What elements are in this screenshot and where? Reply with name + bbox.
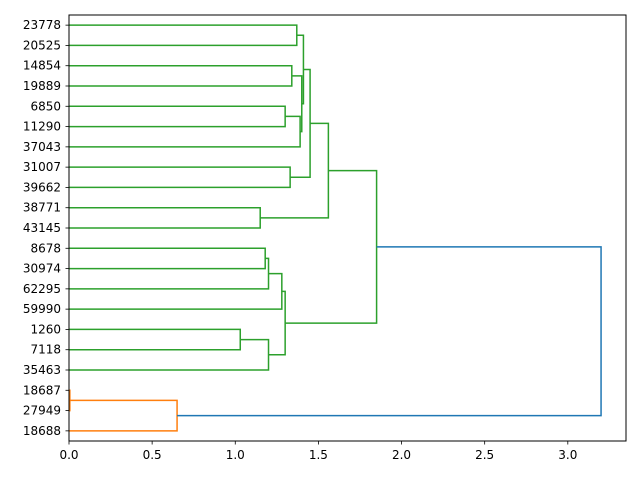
leaf-label: 62295 — [23, 282, 61, 296]
leaf-label: 23778 — [23, 18, 61, 32]
dendrogram-link — [69, 166, 291, 189]
dendrogram-link — [291, 75, 303, 133]
x-tick-label: 0.0 — [59, 448, 78, 462]
dendrogram-link — [69, 247, 266, 270]
leaf-label: 35463 — [23, 363, 61, 377]
leaf-label: 38771 — [23, 201, 61, 215]
leaf-label: 18688 — [23, 424, 61, 438]
dendrogram-link — [69, 257, 270, 290]
leaf-label: 14854 — [23, 59, 61, 73]
dendrogram-link — [285, 169, 378, 324]
leaf-label: 11290 — [23, 120, 61, 134]
x-axis: 0.0 0.5 1.0 1.5 2.0 2.5 3.0 — [59, 441, 577, 462]
leaf-label: 59990 — [23, 302, 61, 316]
leaf-label: 7118 — [30, 343, 61, 357]
dendrogram-link — [268, 290, 286, 356]
leaf-label: 30974 — [23, 262, 61, 276]
x-tick-label: 2.0 — [392, 448, 411, 462]
dendrogram-link — [69, 24, 298, 47]
x-tick-label: 3.0 — [558, 448, 577, 462]
leaf-label: 19889 — [23, 79, 61, 93]
leaf-label: 39662 — [23, 180, 61, 194]
dendrogram-links — [69, 24, 602, 432]
leaf-label: 27949 — [23, 404, 61, 418]
leaf-label: 18687 — [23, 383, 61, 397]
leaf-label: 20525 — [23, 38, 61, 52]
dendrogram-link — [69, 338, 270, 371]
leaf-label: 6850 — [30, 99, 61, 113]
dendrogram-link — [69, 399, 178, 432]
leaf-label: 37043 — [23, 140, 61, 154]
x-tick-label: 0.5 — [143, 448, 162, 462]
x-tick-label: 1.0 — [226, 448, 245, 462]
dendrogram-link — [69, 328, 242, 351]
x-tick-label: 2.5 — [475, 448, 494, 462]
dendrogram-link — [177, 246, 602, 417]
dendrogram-link — [69, 105, 286, 128]
dendrogram-link — [260, 122, 330, 219]
dendrogram-link — [69, 115, 301, 148]
dendrogram-link — [69, 64, 293, 87]
leaf-label: 31007 — [23, 160, 61, 174]
dendrogram-link — [69, 272, 283, 310]
dendrogram-link — [69, 206, 261, 229]
leaf-label: 8678 — [30, 241, 61, 255]
y-axis-leaf-labels: 23778 20525 14854 19889 6850 11290 37043 31007 3… — [23, 18, 69, 438]
leaf-label: 1260 — [30, 322, 61, 336]
x-tick-label: 1.5 — [309, 448, 328, 462]
leaf-label: 43145 — [23, 221, 61, 235]
